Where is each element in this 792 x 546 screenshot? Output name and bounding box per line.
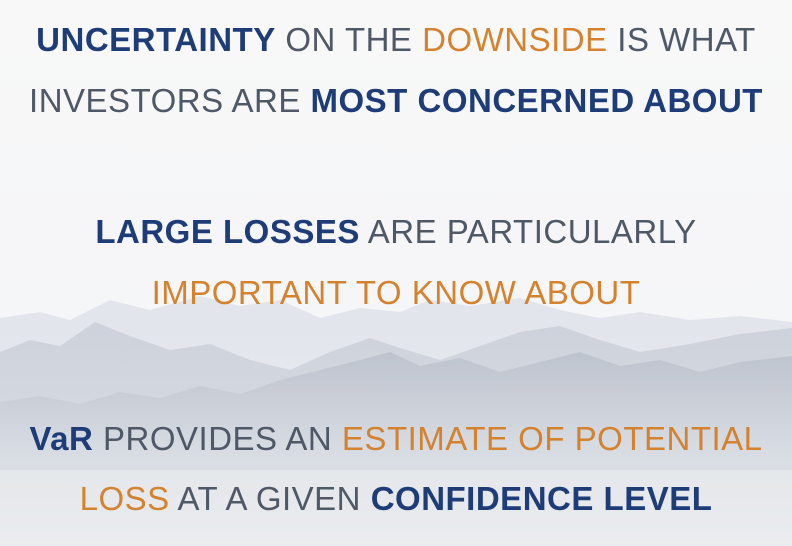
phrase-uncertainty: UNCERTAINTY — [36, 21, 276, 58]
phrase-downside: DOWNSIDE — [422, 21, 608, 58]
phrase-is-what: IS WHAT — [607, 21, 756, 58]
headline-line-3: LARGE LOSSES ARE PARTICULARLY — [0, 212, 792, 252]
headline-line-4: IMPORTANT TO KNOW ABOUT — [0, 273, 792, 313]
headline-line-2: INVESTORS ARE MOST CONCERNED ABOUT — [0, 81, 792, 121]
phrase-investors-are: INVESTORS ARE — [29, 82, 311, 119]
headline-line-6: LOSS AT A GIVEN CONFIDENCE LEVEL — [0, 479, 792, 519]
phrase-confidence-level: CONFIDENCE LEVEL — [370, 480, 713, 517]
phrase-on-the: ON THE — [275, 21, 423, 58]
headline-line-1: UNCERTAINTY ON THE DOWNSIDE IS WHAT — [0, 20, 792, 60]
phrase-estimate-of-potential: ESTIMATE OF POTENTIAL — [341, 420, 763, 457]
phrase-at-a-given: AT A GIVEN — [169, 480, 371, 517]
headline-line-5: VaR PROVIDES AN ESTIMATE OF POTENTIAL — [0, 419, 792, 459]
phrase-provides-an: PROVIDES AN — [93, 420, 342, 457]
phrase-large-losses: LARGE LOSSES — [95, 213, 360, 250]
phrase-are-particularly: ARE PARTICULARLY — [359, 213, 697, 250]
phrase-loss: LOSS — [79, 480, 170, 517]
phrase-most-concerned-about: MOST CONCERNED ABOUT — [310, 82, 763, 119]
phrase-var: VaR — [29, 420, 94, 457]
phrase-important-to-know-about: IMPORTANT TO KNOW ABOUT — [151, 274, 641, 311]
